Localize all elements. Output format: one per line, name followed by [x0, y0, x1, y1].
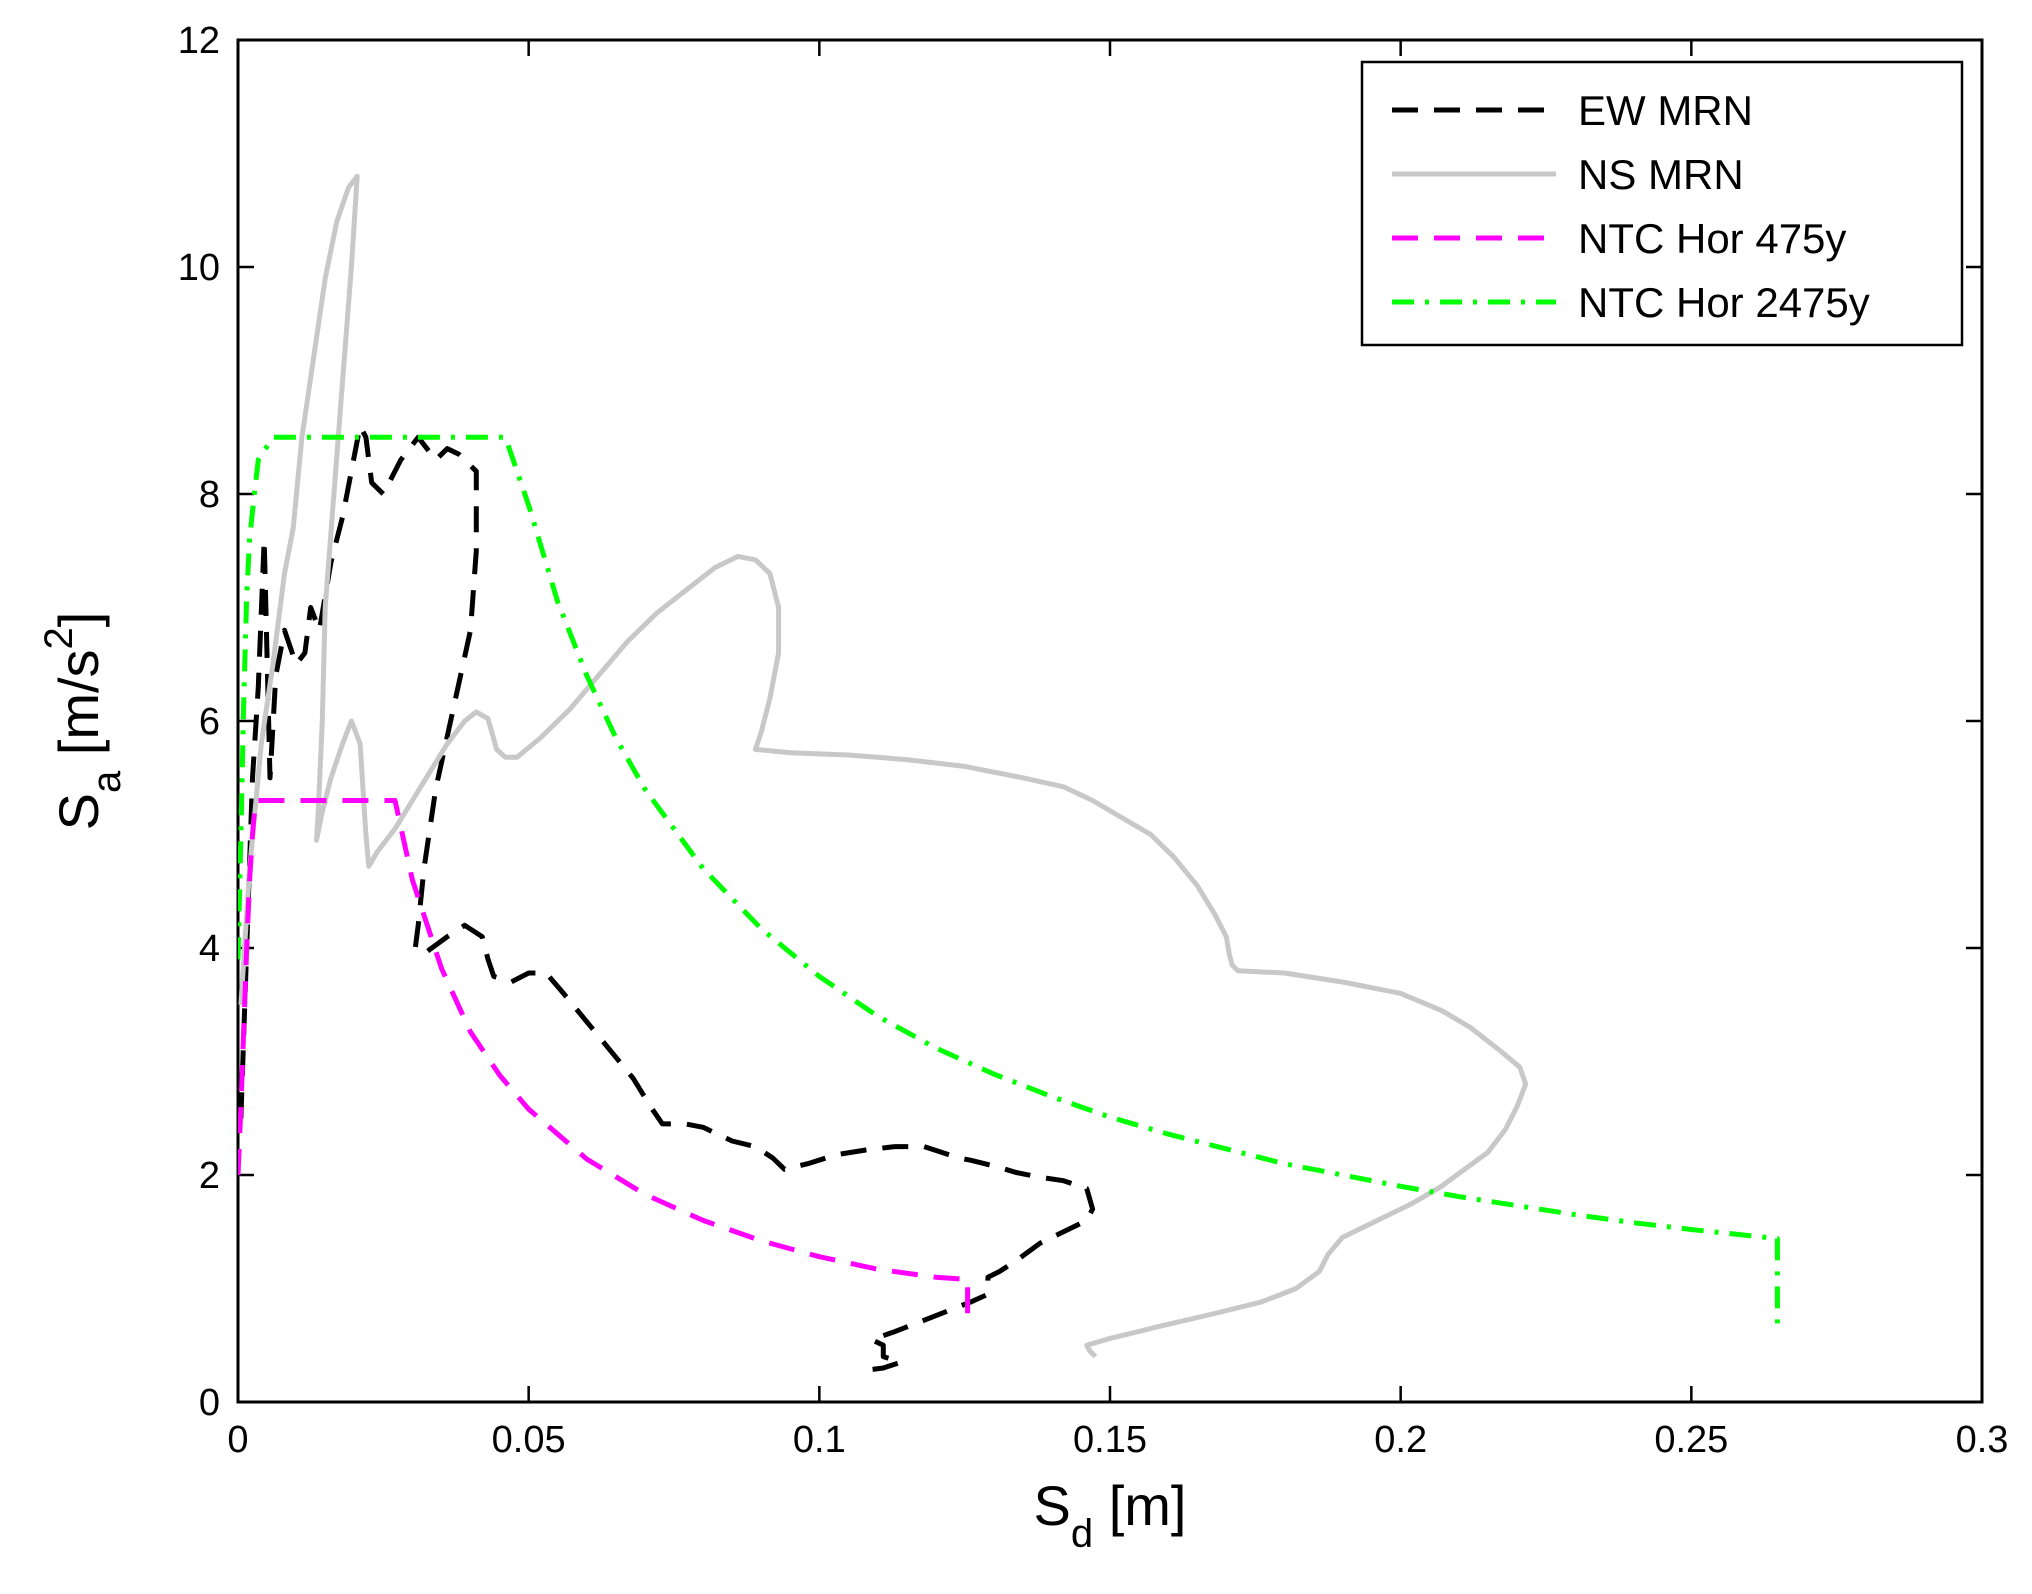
- x-axis: 0 0.05 0.1 0.15 0.2 0.25 0.3: [227, 40, 2008, 1461]
- y-tick-label: 2: [199, 1155, 220, 1197]
- y-tick-label: 0: [199, 1382, 220, 1424]
- legend: EW MRN NS MRN NTC Hor 475y NTC Hor 2475y: [1360, 60, 1964, 347]
- series-line-ns-mrn: [238, 173, 1529, 1359]
- y-axis: 0 2 4 6 8 10 12: [178, 20, 1982, 1424]
- y-axis-label: Sa [m/s2]: [37, 612, 129, 831]
- series-line-ew-mrn: [238, 423, 1096, 1373]
- series-line-ntc-hor-2475y: [238, 434, 1780, 1329]
- y-tick-label: 4: [199, 928, 220, 970]
- x-tick-label: 0.05: [492, 1419, 566, 1461]
- y-tick-label: 10: [178, 247, 220, 289]
- legend-label: NS MRN: [1578, 151, 1744, 198]
- legend-label: EW MRN: [1578, 87, 1753, 134]
- x-tick-label: 0.1: [793, 1419, 846, 1461]
- series-line-ntc-hor-475y: [238, 798, 971, 1323]
- x-tick-label: 0: [227, 1419, 248, 1461]
- y-tick-label: 12: [178, 20, 220, 62]
- x-tick-label: 0.2: [1374, 1419, 1427, 1461]
- legend-label: NTC Hor 475y: [1578, 215, 1846, 262]
- x-axis-label: Sd [m]: [1034, 1474, 1187, 1556]
- x-tick-label: 0.15: [1073, 1419, 1147, 1461]
- y-tick-label: 8: [199, 474, 220, 516]
- legend-box: [1360, 60, 1964, 347]
- x-tick-label: 0.3: [1956, 1419, 2009, 1461]
- x-tick-label: 0.25: [1654, 1419, 1728, 1461]
- series-layer: [238, 173, 1780, 1373]
- legend-label: NTC Hor 2475y: [1578, 279, 1870, 326]
- y-tick-label: 6: [199, 701, 220, 743]
